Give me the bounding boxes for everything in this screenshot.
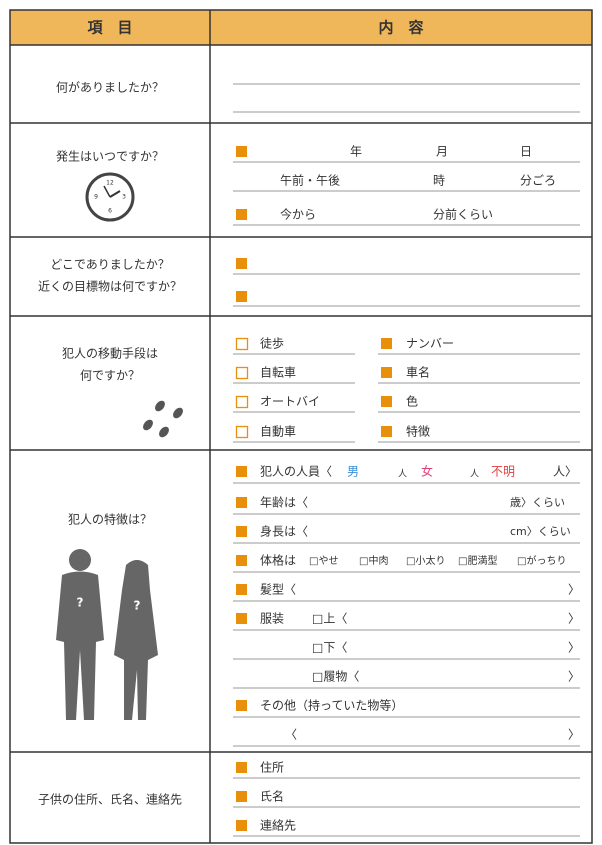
bullet <box>236 613 247 624</box>
field-text: 女 <box>421 464 433 479</box>
header-text: 項 目 <box>87 19 132 37</box>
clock-hand <box>109 190 121 198</box>
field-text: 住所 <box>260 761 284 775</box>
field-text: 〉 <box>568 612 580 626</box>
field-text: 犯人の人員〈 <box>260 465 332 479</box>
bullet <box>381 338 392 349</box>
field-text: □上〈 <box>312 612 347 626</box>
clock-number: 6 <box>108 208 112 215</box>
checkbox <box>235 366 249 380</box>
field-text: □肥満型 <box>458 554 497 567</box>
field-text: 自動車 <box>260 425 296 439</box>
field-text: □中肉 <box>359 554 388 567</box>
bullet <box>236 466 247 477</box>
bullet <box>381 367 392 378</box>
field-text: 氏名 <box>260 789 284 804</box>
silhouette <box>114 560 158 720</box>
header-bg <box>10 10 592 45</box>
clock-number: 9 <box>94 194 98 201</box>
field-text: 連絡先 <box>260 818 296 833</box>
bullet <box>236 791 247 802</box>
checkbox <box>235 337 249 351</box>
bullet <box>236 258 247 269</box>
bullet <box>236 526 247 537</box>
footprint <box>155 400 165 412</box>
field-text: 人〉 <box>553 465 577 479</box>
row-label: 発生はいつですか？ <box>56 150 164 164</box>
clock-hand <box>103 185 111 198</box>
field-text: 男 <box>347 465 359 479</box>
clock-number: 12 <box>106 180 114 187</box>
bullet <box>236 555 247 566</box>
field-text: 時 <box>433 174 445 188</box>
bullet <box>236 700 247 711</box>
field-text: 髪型〈 <box>260 583 296 597</box>
header-text: 内 容 <box>378 19 423 37</box>
field-text: 特徴 <box>406 424 430 439</box>
footprint <box>159 426 169 438</box>
field-text: 自転車 <box>260 366 296 380</box>
field-text: cm〉くらい <box>510 525 571 538</box>
field-text: 身長は〈 <box>260 524 308 539</box>
table-border <box>9 9 593 844</box>
row-label: 何がありましたか？ <box>56 80 164 95</box>
field-text: 今から <box>280 207 316 222</box>
field-text: 徒歩 <box>260 336 284 351</box>
field-text: 月 <box>436 145 448 159</box>
footprint <box>173 407 183 419</box>
figure-mark: ? <box>77 596 84 610</box>
row-label: どこでありましたか？ <box>50 258 170 272</box>
field-text: 人 <box>470 469 479 480</box>
field-text: 色 <box>406 395 418 409</box>
field-text: 午前・午後 <box>280 173 340 188</box>
row-label: 犯人の特徴は？ <box>68 512 152 527</box>
bullet <box>236 209 247 220</box>
row-label: 子供の住所、氏名、連絡先 <box>38 792 182 807</box>
field-text: 分ごろ <box>520 173 556 188</box>
field-text: 〉 <box>568 641 580 655</box>
field-text: □がっちり <box>517 554 566 567</box>
bullet <box>236 497 247 508</box>
bullet <box>381 396 392 407</box>
field-text: □履物〈 <box>312 670 359 684</box>
field-text: 人 <box>398 469 407 480</box>
bullet <box>236 820 247 831</box>
field-text: 〉 <box>568 670 580 684</box>
field-text: その他（持っていた物等） <box>260 698 403 713</box>
field-text: 車名 <box>406 365 430 380</box>
footprint <box>143 419 153 431</box>
silhouette <box>69 549 91 571</box>
silhouette <box>56 571 104 720</box>
checkbox <box>235 395 249 409</box>
field-text: 服装 <box>260 612 284 626</box>
row-label: 犯人の移動手段は <box>62 346 158 361</box>
field-text: 〈 <box>285 728 297 742</box>
field-text: 分前くらい <box>433 207 493 222</box>
field-text: 〉 <box>568 583 580 597</box>
bullet <box>236 762 247 773</box>
field-text: 年齢は〈 <box>260 495 308 510</box>
clock-number: 3 <box>122 194 126 201</box>
field-text: 〉 <box>568 728 580 742</box>
bullet <box>236 291 247 302</box>
field-text: ナンバー <box>406 337 454 351</box>
row-label: 近くの目標物は何ですか？ <box>38 280 182 294</box>
bullet <box>381 426 392 437</box>
field-text: □やせ <box>309 555 338 567</box>
figure-mark: ? <box>134 599 141 613</box>
field-text: □下〈 <box>312 641 347 655</box>
field-text: オートバイ <box>260 395 320 409</box>
row-label: 何ですか？ <box>80 369 140 383</box>
field-text: 体格は <box>260 553 296 568</box>
bullet <box>236 146 247 157</box>
bullet <box>236 584 247 595</box>
field-text: 歳〉くらい <box>510 496 565 509</box>
field-text: 年 <box>350 145 362 159</box>
field-text: 不明 <box>491 465 515 479</box>
checkbox <box>235 425 249 439</box>
field-text: □小太り <box>406 554 445 567</box>
field-text: 日 <box>520 145 532 159</box>
